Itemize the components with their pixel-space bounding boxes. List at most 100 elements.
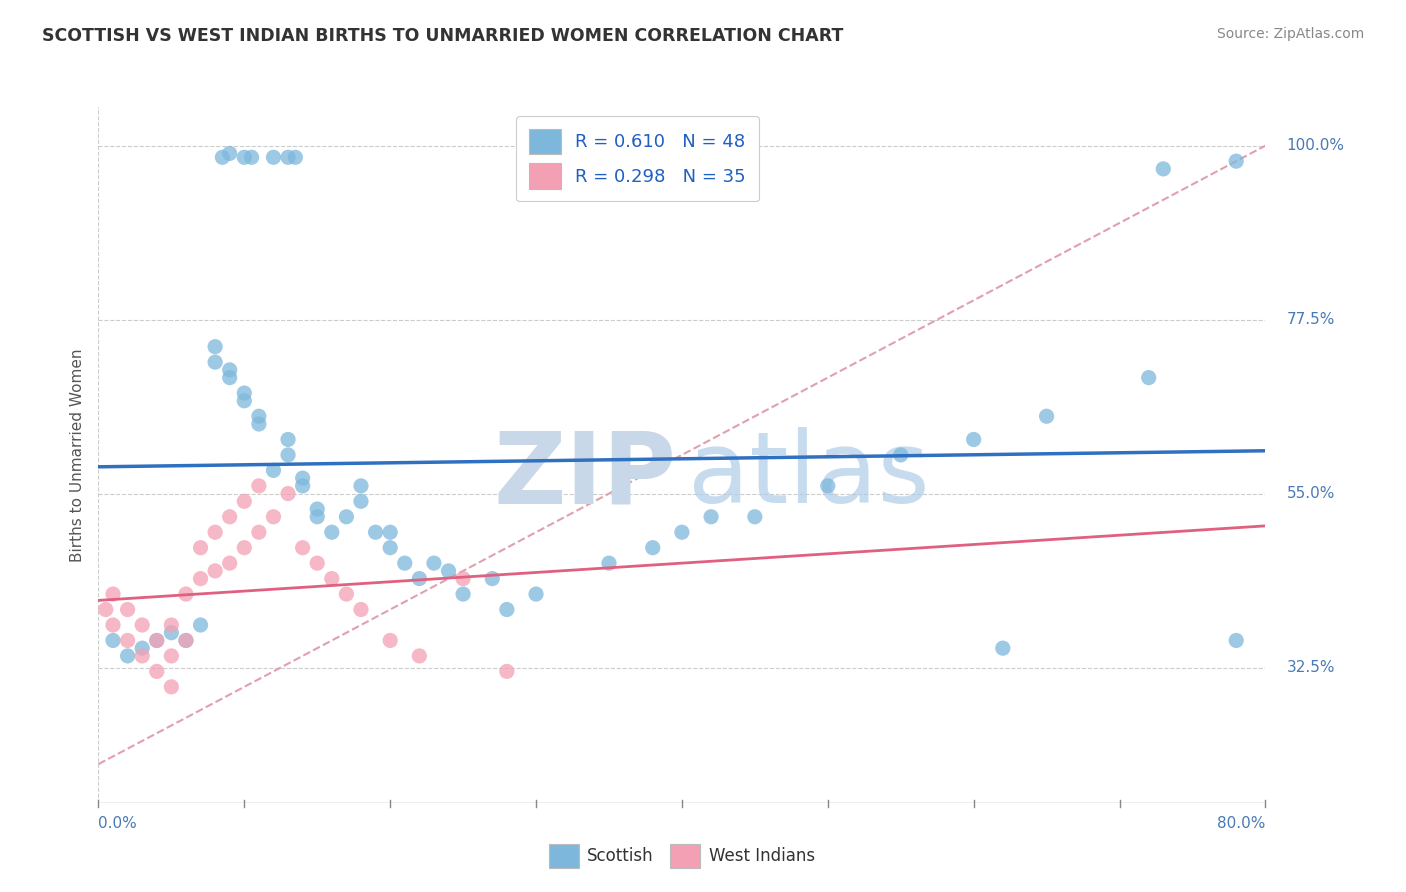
- Point: [890, 448, 912, 462]
- Point: [146, 633, 169, 648]
- Point: [233, 386, 256, 401]
- Point: [174, 633, 197, 648]
- Point: [131, 618, 153, 632]
- Point: [101, 618, 124, 632]
- Point: [364, 525, 387, 540]
- Point: [1035, 409, 1057, 424]
- Point: [174, 633, 197, 648]
- Legend: Scottish, West Indians: Scottish, West Indians: [543, 838, 821, 874]
- Text: SCOTTISH VS WEST INDIAN BIRTHS TO UNMARRIED WOMEN CORRELATION CHART: SCOTTISH VS WEST INDIAN BIRTHS TO UNMARR…: [42, 27, 844, 45]
- Text: 80.0%: 80.0%: [1218, 816, 1265, 831]
- Point: [437, 564, 460, 578]
- Point: [423, 556, 446, 570]
- Point: [218, 370, 240, 384]
- Point: [233, 393, 256, 408]
- Point: [1137, 370, 1160, 384]
- Point: [291, 541, 314, 555]
- Point: [233, 494, 256, 508]
- Text: atlas: atlas: [688, 427, 929, 524]
- Point: [247, 417, 270, 431]
- Point: [335, 509, 357, 524]
- Point: [671, 525, 693, 540]
- Point: [218, 363, 240, 377]
- Point: [495, 665, 517, 679]
- Point: [131, 641, 153, 656]
- Point: [335, 587, 357, 601]
- Point: [160, 680, 183, 694]
- Point: [321, 572, 343, 586]
- Point: [817, 479, 839, 493]
- Point: [204, 340, 226, 354]
- Text: 100.0%: 100.0%: [1286, 138, 1344, 153]
- Point: [117, 602, 139, 616]
- Point: [218, 146, 240, 161]
- Point: [378, 633, 402, 648]
- Point: [218, 556, 240, 570]
- Point: [481, 572, 503, 586]
- Point: [284, 150, 307, 164]
- Point: [233, 150, 256, 164]
- Point: [101, 587, 124, 601]
- Point: [160, 618, 183, 632]
- Point: [394, 556, 416, 570]
- Point: [350, 479, 373, 493]
- Point: [117, 648, 139, 663]
- Point: [524, 587, 547, 601]
- Point: [408, 572, 430, 586]
- Point: [378, 541, 402, 555]
- Point: [247, 525, 270, 540]
- Y-axis label: Births to Unmarried Women: Births to Unmarried Women: [69, 348, 84, 562]
- Point: [204, 564, 226, 578]
- Point: [247, 409, 270, 424]
- Point: [495, 602, 517, 616]
- Point: [1225, 633, 1247, 648]
- Point: [307, 502, 329, 516]
- Point: [350, 494, 373, 508]
- Point: [277, 486, 299, 500]
- Point: [598, 556, 620, 570]
- Point: [321, 525, 343, 540]
- Point: [101, 633, 124, 648]
- Point: [700, 509, 723, 524]
- Point: [174, 587, 197, 601]
- Text: 0.0%: 0.0%: [98, 816, 138, 831]
- Text: 32.5%: 32.5%: [1286, 660, 1334, 675]
- Point: [160, 648, 183, 663]
- Point: [451, 572, 474, 586]
- Text: Source: ZipAtlas.com: Source: ZipAtlas.com: [1216, 27, 1364, 41]
- Point: [277, 433, 299, 447]
- Point: [117, 633, 139, 648]
- Point: [291, 471, 314, 485]
- Point: [307, 509, 329, 524]
- Point: [262, 463, 284, 477]
- Point: [408, 648, 430, 663]
- Text: 55.0%: 55.0%: [1286, 486, 1334, 501]
- Point: [131, 648, 153, 663]
- Point: [291, 479, 314, 493]
- Point: [204, 525, 226, 540]
- Text: 77.5%: 77.5%: [1286, 312, 1334, 327]
- Point: [991, 641, 1014, 656]
- Point: [233, 541, 256, 555]
- Point: [378, 525, 402, 540]
- Point: [146, 665, 169, 679]
- Point: [451, 587, 474, 601]
- Point: [641, 541, 664, 555]
- Point: [218, 509, 240, 524]
- Point: [190, 618, 212, 632]
- Point: [146, 633, 169, 648]
- Point: [962, 433, 984, 447]
- Point: [1152, 161, 1174, 176]
- Point: [190, 541, 212, 555]
- Point: [350, 602, 373, 616]
- Point: [211, 150, 233, 164]
- Point: [277, 150, 299, 164]
- Point: [262, 509, 284, 524]
- Text: ZIP: ZIP: [494, 427, 676, 524]
- Point: [247, 479, 270, 493]
- Point: [204, 355, 226, 369]
- Point: [160, 625, 183, 640]
- Point: [190, 572, 212, 586]
- Point: [307, 556, 329, 570]
- Point: [94, 602, 117, 616]
